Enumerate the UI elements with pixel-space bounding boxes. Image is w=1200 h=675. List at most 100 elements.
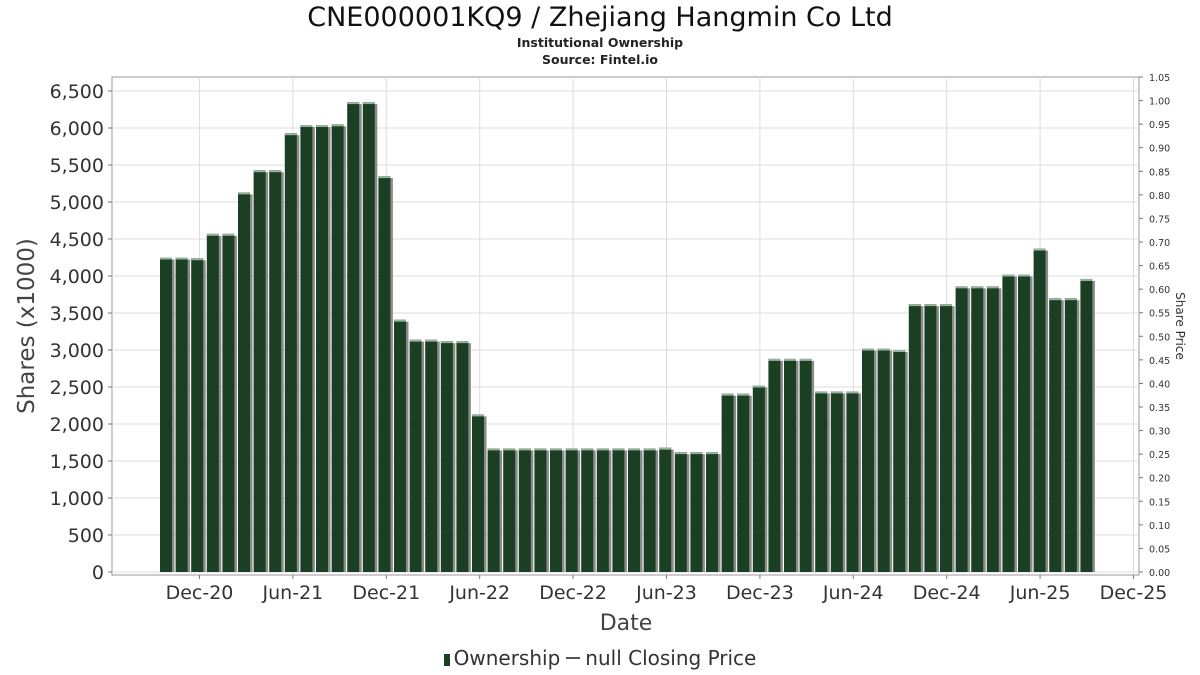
bar-highlight [955, 286, 968, 289]
bar-highlight [425, 339, 438, 342]
ownership-bars [160, 102, 1095, 573]
x-axis: Dec-20 Jun-21 Dec-21 Jun-22 Dec-22 Jun-23 Dec-… [166, 575, 1168, 604]
bar-highlight [550, 448, 562, 451]
y2-tick-label: 0.95 [1149, 120, 1170, 131]
ownership-bar [487, 448, 500, 572]
bar-highlight [940, 304, 952, 307]
bar-highlight [518, 448, 531, 451]
y-axis-left: 0 500 1,000 1,500 2,000 2,500 3,000 3,500 4,000 4… [50, 81, 112, 584]
ownership-bar [1080, 278, 1093, 572]
bar-highlight [378, 176, 391, 179]
y-axis-right: 0.00 0.05 0.10 0.15 0.20 0.25 0.30 0.35 0.40 0.45… [1139, 73, 1170, 579]
ownership-bar [1002, 274, 1015, 572]
y2-tick-label: 0.00 [1149, 568, 1170, 579]
ownership-bar [472, 414, 484, 572]
bar-highlight [596, 448, 609, 451]
x-tick-label: Dec-24 [913, 582, 981, 604]
y2-tick-label: 0.25 [1149, 450, 1170, 461]
bar-highlight [706, 452, 718, 455]
bar-highlight [893, 350, 906, 352]
ownership-bar [378, 176, 391, 572]
ownership-legend-swatch [443, 654, 450, 666]
y-tick-label: 1,000 [50, 488, 104, 510]
bar-highlight [487, 448, 500, 451]
chart-title: CNE000001KQ9 / Zhejiang Hangmin Co Ltd [307, 2, 893, 33]
y-tick-label: 3,500 [50, 303, 104, 325]
y2-tick-label: 0.15 [1149, 497, 1170, 508]
x-tick-label: Dec-20 [166, 582, 234, 604]
bar-highlight [316, 125, 328, 128]
x-tick-label: Jun-22 [448, 582, 510, 604]
bar-highlight [191, 258, 204, 261]
x-tick-label: Jun-25 [1009, 582, 1071, 604]
y-tick-label: 1,500 [50, 451, 104, 473]
y2-tick-label: 0.55 [1149, 309, 1170, 320]
y2-tick-label: 0.80 [1149, 191, 1170, 202]
ownership-bar [862, 348, 874, 572]
ownership-bar [316, 125, 328, 572]
price-legend-line [566, 657, 581, 659]
bar-highlight [815, 391, 828, 394]
chart-source: Source: Fintel.io [542, 52, 658, 67]
ownership-bar [253, 170, 266, 572]
ownership-bar [706, 452, 718, 572]
ownership-bar [503, 448, 516, 572]
ownership-bar [238, 192, 250, 572]
bar-highlight [784, 358, 796, 361]
ownership-bar [737, 393, 750, 572]
bar-highlight [908, 304, 921, 307]
ownership-bar [768, 358, 781, 572]
ownership-bar [799, 358, 812, 572]
y2-axis-title: Share Price [1173, 292, 1187, 360]
y2-tick-label: 0.75 [1149, 214, 1170, 225]
ownership-bar [347, 102, 360, 572]
y2-tick-label: 0.05 [1149, 544, 1170, 555]
bar-highlight [347, 102, 360, 105]
ownership-bar [331, 124, 344, 573]
bar-highlight [409, 339, 422, 342]
y2-tick-label: 0.90 [1149, 144, 1170, 155]
y-tick-label: 6,000 [50, 118, 104, 140]
bar-highlight [768, 358, 781, 361]
bar-highlight [1033, 248, 1046, 251]
bar-highlight [300, 125, 313, 128]
y2-tick-label: 0.40 [1149, 379, 1170, 390]
x-tick-label: Dec-23 [726, 582, 794, 604]
x-tick-label: Jun-23 [635, 582, 697, 604]
bar-highlight [472, 414, 484, 417]
bar-highlight [612, 448, 625, 451]
ownership-bar [752, 385, 765, 572]
ownership-bar [440, 341, 453, 572]
y2-tick-label: 1.00 [1149, 97, 1170, 108]
bar-highlight [269, 170, 282, 173]
ownership-bar [955, 286, 968, 572]
ownership-bar [581, 448, 594, 572]
ownership-bar [940, 304, 952, 572]
y-tick-label: 4,500 [50, 229, 104, 251]
chart-subtitle: Institutional Ownership [516, 35, 684, 50]
ownership-bar [924, 304, 937, 572]
ownership-bar [659, 447, 672, 572]
bar-highlight [253, 170, 266, 173]
ownership-bar [1064, 298, 1077, 572]
x-tick-label: Dec-25 [1100, 582, 1168, 604]
y2-tick-label: 0.10 [1149, 521, 1170, 532]
ownership-bar [394, 319, 406, 572]
bar-highlight [1018, 274, 1030, 277]
y2-tick-label: 0.70 [1149, 238, 1170, 249]
ownership-bar [815, 391, 828, 572]
bar-highlight [674, 452, 687, 455]
bar-highlight [440, 341, 453, 344]
ownership-bar [1018, 274, 1030, 572]
bar-highlight [238, 192, 250, 195]
y-tick-label: 5,500 [50, 155, 104, 177]
x-tick-label: Dec-22 [539, 582, 607, 604]
ownership-bar [877, 348, 890, 572]
bar-highlight [830, 391, 843, 394]
bar-highlight [362, 102, 375, 105]
price-legend-label: null Closing Price [585, 646, 757, 670]
bar-highlight [1049, 298, 1062, 301]
ownership-bar [284, 133, 297, 572]
y2-tick-label: 0.35 [1149, 403, 1170, 414]
x-tick-label: Dec-21 [352, 582, 420, 604]
